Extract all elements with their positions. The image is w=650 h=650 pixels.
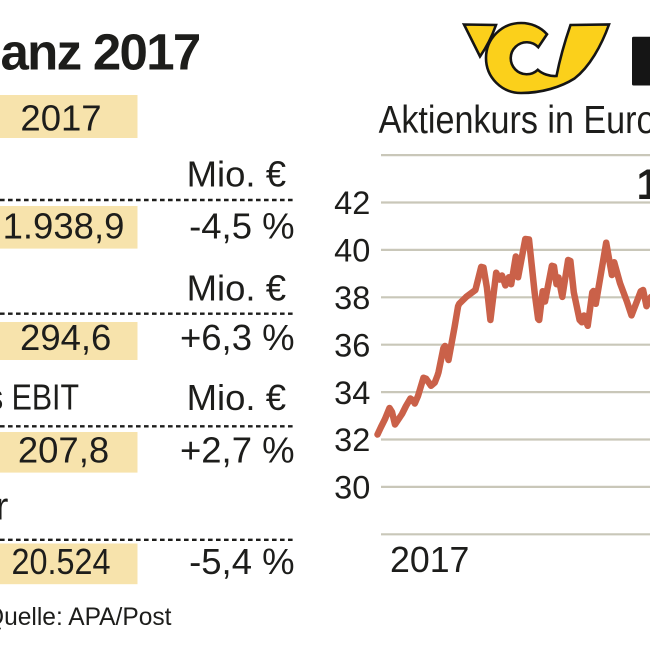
svg-text:Mio. €: Mio. €	[187, 268, 286, 309]
svg-text:207,8: 207,8	[18, 429, 109, 470]
svg-text:-4,5 %: -4,5 %	[189, 206, 295, 247]
svg-text:Mio. €: Mio. €	[187, 377, 286, 418]
svg-text:2017: 2017	[20, 98, 101, 139]
svg-text:32: 32	[334, 422, 370, 458]
svg-text:20.524: 20.524	[12, 541, 111, 582]
svg-text:Quelle: APA/Post: Quelle: APA/Post	[0, 603, 172, 631]
svg-text:1.938,9: 1.938,9	[3, 206, 125, 247]
svg-text:-5,4 %: -5,4 %	[189, 541, 295, 582]
svg-text:+2,7 %: +2,7 %	[180, 429, 295, 470]
svg-text:Aktienkurs in Euro: Aktienkurs in Euro	[379, 99, 650, 142]
svg-text:2017: 2017	[390, 540, 469, 580]
svg-text:40: 40	[334, 233, 370, 269]
svg-text:16.3.: 16.3.	[637, 161, 650, 209]
svg-text:s EBIT: s EBIT	[0, 377, 79, 418]
svg-text:30: 30	[334, 470, 370, 506]
svg-text:34: 34	[334, 375, 370, 411]
svg-text:er: er	[0, 486, 8, 529]
svg-text:+6,3 %: +6,3 %	[180, 317, 295, 358]
svg-text:36: 36	[334, 327, 370, 363]
svg-text:42: 42	[334, 185, 370, 221]
svg-text:294,6: 294,6	[20, 317, 111, 358]
svg-text:anz 2017: anz 2017	[1, 23, 200, 80]
svg-text:38: 38	[334, 280, 370, 316]
svg-text:Mio. €: Mio. €	[187, 154, 286, 195]
